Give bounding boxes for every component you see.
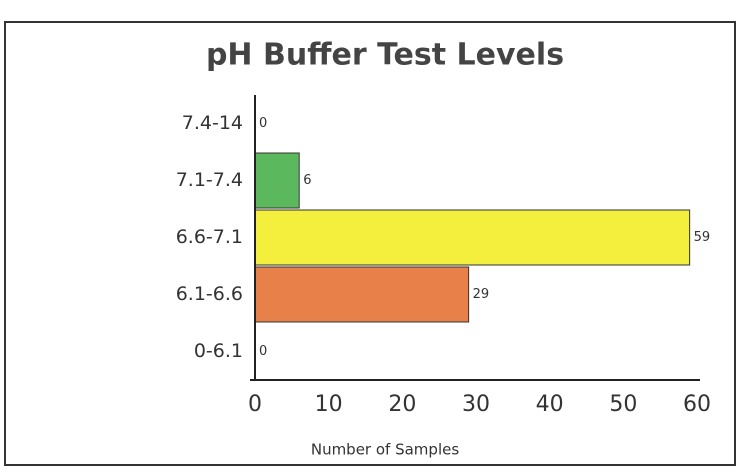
x-tick-label: 10 [315,392,343,417]
x-tick-label: 0 [248,392,262,417]
x-tick-label: 60 [683,392,711,417]
y-tick-label: 7.1-7.4 [176,169,243,191]
data-label: 29 [473,287,490,302]
x-tick-label: 40 [536,392,564,417]
bar [254,209,691,266]
bar [254,266,470,323]
x-tick-label: 20 [388,392,416,417]
y-tick-label: 0-6.1 [194,340,243,362]
y-tick-label: 7.4-14 [182,112,243,134]
data-label: 0 [259,116,267,131]
y-tick-label: 6.6-7.1 [176,226,243,248]
data-label: 0 [259,344,267,359]
x-tick-label: 50 [609,392,637,417]
data-label: 6 [303,173,311,188]
y-tick-label: 6.1-6.6 [176,283,243,305]
x-tick-label: 30 [462,392,490,417]
chart-title: pH Buffer Test Levels [206,38,564,73]
x-axis-label: Number of Samples [311,441,459,459]
data-label: 59 [694,230,711,245]
bar [254,152,300,209]
